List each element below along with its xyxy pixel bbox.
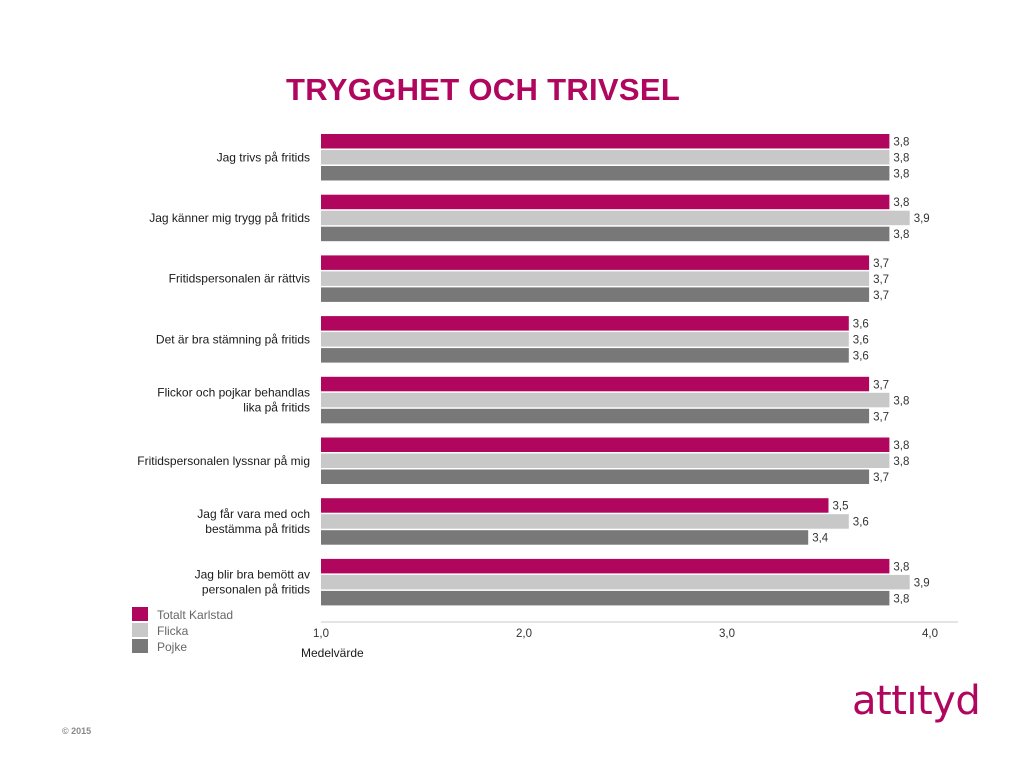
data-label: 3,9: [914, 577, 930, 589]
category-label: Flickor och pojkar behandlas lika på frit…: [157, 386, 310, 415]
x-axis-title: Medelvärde: [301, 646, 364, 660]
x-tick-label: 4,0: [922, 628, 938, 640]
data-label: 3,7: [873, 274, 889, 286]
data-label: 3,8: [893, 456, 909, 468]
data-label: 3,8: [893, 169, 909, 181]
category-label: Jag känner mig trygg på fritids: [149, 211, 310, 225]
category-label-line: Fritidspersonalen lyssnar på mig: [137, 454, 310, 468]
category-label: Jag får vara med och bestämma på fritids: [197, 507, 310, 536]
bar-flicka: [321, 514, 849, 529]
data-label: 3,5: [833, 501, 849, 513]
data-label: 3,7: [873, 379, 889, 391]
data-label: 3,9: [914, 213, 930, 225]
category-label-line: Flickor och pojkar behandlas: [157, 386, 310, 400]
bar-totalt-karlstad: [321, 437, 890, 452]
category-label: Jag blir bra bemött av personalen på frit…: [195, 568, 310, 597]
category-label-line: Jag känner mig trygg på fritids: [149, 211, 310, 225]
bar-totalt-karlstad: [321, 134, 890, 149]
legend-label: Flicka: [157, 624, 189, 638]
data-label: 3,4: [812, 533, 829, 545]
data-label: 3,8: [893, 395, 909, 407]
legend-swatch: [132, 607, 148, 621]
bar-flicka: [321, 392, 890, 408]
bar-flicka: [321, 271, 870, 286]
data-label: 3,6: [853, 517, 869, 529]
bar-pojke: [321, 226, 890, 242]
data-label: 3,8: [893, 440, 909, 452]
bar-totalt-karlstad: [321, 376, 870, 392]
data-label: 3,8: [893, 593, 909, 605]
x-tick-label: 3,0: [719, 628, 735, 640]
category-label-line: personalen på fritids: [202, 583, 310, 597]
bar-pojke: [321, 408, 870, 424]
data-label: 3,8: [893, 197, 909, 209]
data-label: 3,8: [893, 229, 909, 241]
legend-swatch: [132, 639, 148, 653]
bar-pojke: [321, 530, 809, 545]
bar-totalt-karlstad: [321, 316, 849, 331]
chart-title: TRYGGHET OCH TRIVSEL: [286, 72, 681, 107]
bar-flicka: [321, 453, 890, 468]
bar-totalt-karlstad: [321, 558, 890, 574]
category-label-line: lika på fritids: [243, 401, 310, 415]
category-label-line: bestämma på fritids: [205, 522, 310, 536]
data-label: 3,7: [873, 290, 889, 302]
x-tick-label: 1,0: [313, 628, 329, 640]
bar-flicka: [321, 332, 849, 347]
bar-flicka: [321, 210, 910, 226]
category-label-line: Fritidspersonalen är rättvis: [169, 272, 310, 286]
category-label: Det är bra stämning på fritids: [156, 332, 310, 346]
data-label: 3,7: [873, 258, 889, 270]
data-label: 3,7: [873, 411, 889, 423]
category-label: Jag trivs på fritids: [217, 150, 310, 164]
legend-label: Totalt Karlstad: [157, 608, 233, 622]
bar-pojke: [321, 348, 849, 363]
category-label-line: Jag blir bra bemött av: [195, 568, 310, 582]
bar-pojke: [321, 287, 870, 302]
bar-totalt-karlstad: [321, 255, 870, 270]
bar-pojke: [321, 469, 870, 484]
copyright-text: © 2015: [62, 726, 92, 736]
legend-swatch: [132, 623, 148, 637]
legend-label: Pojke: [157, 640, 187, 654]
data-label: 3,6: [853, 351, 869, 363]
data-label: 3,7: [873, 472, 889, 484]
category-label: Fritidspersonalen är rättvis: [169, 272, 310, 286]
bar-pojke: [321, 166, 890, 181]
data-label: 3,8: [893, 561, 909, 573]
data-label: 3,8: [893, 153, 909, 165]
category-label-line: Jag får vara med och: [197, 507, 310, 521]
brand-logo: attıtyd: [852, 678, 981, 724]
x-tick-label: 2,0: [516, 628, 532, 640]
category-label-line: Det är bra stämning på fritids: [156, 332, 310, 346]
data-label: 3,8: [893, 137, 909, 149]
bar-totalt-karlstad: [321, 194, 890, 210]
bar-flicka: [321, 574, 910, 590]
data-label: 3,6: [853, 335, 869, 347]
data-label: 3,6: [853, 319, 869, 331]
bar-flicka: [321, 150, 890, 165]
bar-totalt-karlstad: [321, 498, 829, 513]
category-label: Fritidspersonalen lyssnar på mig: [137, 454, 310, 468]
category-label-line: Jag trivs på fritids: [217, 150, 310, 164]
bar-pojke: [321, 590, 890, 606]
